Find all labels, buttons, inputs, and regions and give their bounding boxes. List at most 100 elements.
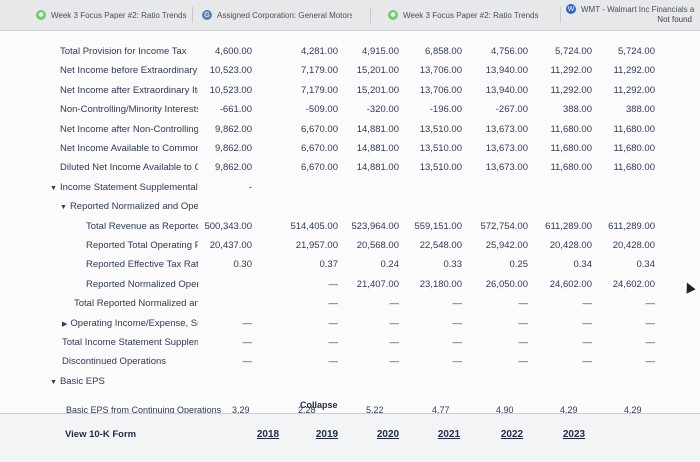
row-label: ▼Reported Normalized and Operating Inco.… [60, 201, 198, 212]
value-cell: 514,405.00 [290, 220, 338, 232]
row-label-text: Total Reported Normalized and Operating.… [74, 298, 198, 310]
value-cell: 15,201.00 [356, 84, 399, 96]
table-row[interactable]: ▼Income Statement Supplemental Section - [0, 178, 700, 199]
value-cell: 388.00 [625, 104, 655, 116]
value-cell: — [242, 337, 253, 348]
value-cell: 4,600.00 [215, 46, 252, 57]
value-cell: — [582, 337, 593, 348]
not-found-text: Not found [657, 15, 692, 24]
value-cell: 11,680.00 [613, 143, 655, 154]
table-row: Reported Normalized Operating Profit — 21,… [0, 275, 700, 296]
tab-assigned-corporation[interactable]: G Assigned Corporation: General Motors..… [202, 6, 352, 24]
year-2022[interactable]: 2022 [500, 429, 524, 440]
value-cell: 0.30 [233, 259, 253, 271]
row-label-text: Net Income after Extraordinary Items and… [60, 84, 198, 96]
row-label-text: Reported Normalized Operating Profit [86, 278, 198, 290]
value-cell: 611,289.00 [545, 220, 592, 232]
value-cell: 0.37 [319, 259, 339, 271]
collapse-arrow-icon[interactable]: ▼ [50, 184, 57, 192]
row-label-text: Total Provision for Income Tax [60, 46, 187, 57]
value-cell: — [452, 298, 463, 310]
row-label-text: Total Revenue as Reported, Suppleme... [86, 220, 198, 232]
value-cell: 5,724.00 [555, 46, 592, 57]
value-cell: 20,437.00 [209, 240, 252, 251]
value-cell: 10,523.00 [209, 84, 252, 96]
year-2021[interactable]: 2021 [437, 429, 461, 440]
row-label-text: Diluted Net Income Available to Common S… [60, 162, 198, 174]
row-label: Total Revenue as Reported, Suppleme... [86, 221, 198, 232]
partial-value-cell: 4.90 [496, 405, 514, 415]
row-label: Net Income after Non-Controlling/Minorit… [60, 124, 198, 135]
table-row: Total Income Statement Supplemental Sect… [0, 333, 700, 354]
value-cell: — [452, 317, 463, 329]
value-cell: 13,706.00 [419, 84, 462, 96]
row-label-text: Income Statement Supplemental Section [59, 181, 198, 193]
tab-ratio-trends-2[interactable]: ✱ Week 3 Focus Paper #2: Ratio Trends [388, 6, 538, 24]
tab-label: WMT - Walmart Inc Financials a [581, 4, 695, 14]
row-label: Reported Total Operating Profit/Loss [86, 240, 198, 251]
value-cell: 11,680.00 [550, 162, 592, 174]
tab-label: Week 3 Focus Paper #2: Ratio Trends [403, 10, 538, 20]
value-cell: 24,602.00 [549, 278, 592, 290]
row-label-text: Reported Total Operating Profit/Loss [86, 240, 198, 251]
value-cell: — [389, 356, 400, 368]
value-cell: 500,343.00 [204, 220, 252, 232]
value-cell: 11,292.00 [613, 84, 655, 96]
value-cell: 5,724.00 [618, 46, 655, 57]
value-cell: — [518, 317, 529, 329]
year-2020[interactable]: 2020 [376, 429, 400, 440]
collapse-button[interactable]: Collapse [300, 400, 338, 410]
value-cell: 7,179.00 [301, 84, 338, 96]
expand-arrow-icon[interactable]: ▶ [62, 320, 68, 328]
value-cell: 23,180.00 [419, 278, 462, 290]
table-row: Net Income Available to Common Stockhold… [0, 139, 700, 160]
value-cell: 13,673.00 [485, 162, 528, 174]
value-cell: -509.00 [305, 104, 338, 116]
row-label-text: Net Income after Non-Controlling/Minorit… [60, 123, 198, 135]
value-cell: 4,915.00 [362, 46, 399, 57]
value-cell: — [582, 298, 593, 310]
year-2023[interactable]: 2023 [562, 429, 586, 440]
table-row[interactable]: ▼Reported Normalized and Operating Inco.… [0, 197, 700, 218]
value-cell: 4,281.00 [301, 46, 338, 57]
value-cell: — [582, 317, 593, 329]
view-10k-form-link[interactable]: View 10-K Form [65, 429, 137, 440]
value-cell: 13,510.00 [419, 143, 462, 154]
value-cell: 24,602.00 [612, 278, 655, 290]
year-2018[interactable]: 2018 [256, 429, 280, 440]
value-cell: 20,428.00 [612, 240, 655, 251]
value-cell: 11,292.00 [550, 65, 592, 77]
value-cell: — [645, 356, 656, 368]
value-cell: 0.33 [443, 259, 463, 271]
tab-ratio-trends-1[interactable]: ✱ Week 3 Focus Paper #2: Ratio Trends [36, 6, 186, 24]
value-cell: — [389, 298, 400, 310]
value-cell: — [389, 317, 400, 329]
table-row: Non-Controlling/Minority Interests -661.0… [0, 100, 700, 121]
value-cell: 559,151.00 [414, 220, 462, 232]
value-cell: — [328, 317, 339, 329]
table-row[interactable]: ▼ Basic EPS [0, 372, 700, 393]
walmart-icon: W [566, 4, 576, 14]
browser-tab-bar: ✱ Week 3 Focus Paper #2: Ratio Trends G … [0, 0, 700, 31]
value-cell: — [242, 317, 253, 329]
value-cell: 13,510.00 [419, 162, 462, 174]
value-cell: 20,568.00 [356, 240, 399, 251]
row-label: Total Reported Normalized and Operating.… [74, 298, 198, 309]
row-label: Reported Normalized Operating Profit [86, 279, 198, 290]
table-row: Total Provision for Income Tax 4,600.00 4,… [0, 42, 700, 63]
footer-years-bar: View 10-K Form 2018 2019 2020 2021 2022 … [0, 413, 700, 462]
collapse-arrow-icon[interactable]: ▼ [50, 378, 57, 386]
row-label: ▼ Basic EPS [50, 376, 198, 387]
partial-value-cell: 4.29 [560, 405, 578, 415]
value-cell: 523,964.00 [351, 220, 399, 232]
row-label: Net Income Available to Common Stockhold… [60, 143, 198, 154]
table-row[interactable]: ▶Operating Income/Expense, Supplementa..… [0, 314, 700, 335]
value-cell: 0.34 [573, 259, 593, 271]
value-cell: — [328, 298, 339, 310]
tab-walmart-financials[interactable]: W WMT - Walmart Inc Financials a [566, 0, 700, 18]
row-label: Net Income before Extraordinary Items an… [60, 65, 198, 76]
row-label-text: Reported Normalized and Operating Inco..… [69, 201, 198, 213]
value-cell: — [645, 298, 656, 310]
collapse-arrow-icon[interactable]: ▼ [60, 204, 67, 212]
year-2019[interactable]: 2019 [315, 429, 339, 440]
